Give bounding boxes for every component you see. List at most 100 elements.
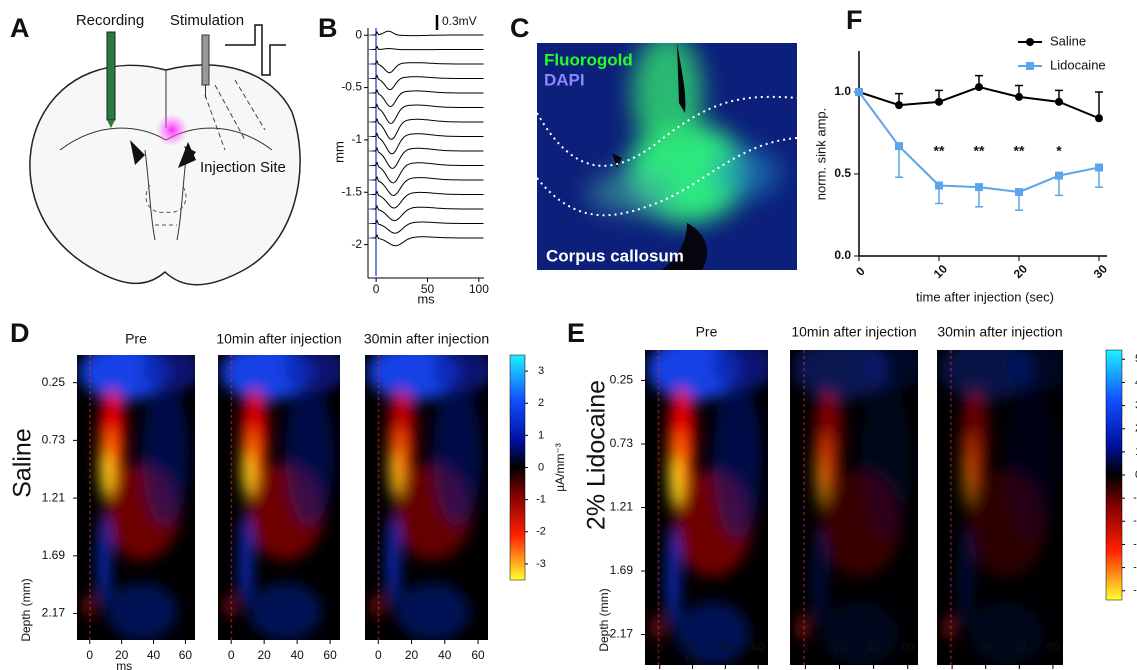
x-tick-label: 20 xyxy=(115,648,129,662)
x-tick-label: 50 xyxy=(421,282,435,296)
colorbar-tick-label: -2 xyxy=(536,526,546,538)
recording-electrode xyxy=(106,31,116,121)
lfp-trace xyxy=(371,161,484,184)
lfp-trace xyxy=(371,132,484,155)
csd-blob xyxy=(85,594,92,618)
x-tick-label: 40 xyxy=(867,640,881,654)
y-axis-label: mm xyxy=(331,141,346,163)
colorbar xyxy=(1105,349,1123,601)
colorbar-tick-label: -4 xyxy=(1133,561,1137,573)
heatmap xyxy=(645,350,768,665)
colorbar-tick-label: -3 xyxy=(1133,538,1137,550)
legend-marker xyxy=(1026,62,1034,70)
y-tick-label: 0.0 xyxy=(834,248,851,262)
csd-blob xyxy=(141,383,190,526)
colorbar-tick-label: 0 xyxy=(538,461,544,473)
panel-a: A Recording Stimulation Injection Site xyxy=(10,12,301,286)
electrode-tip xyxy=(107,120,115,128)
colorbar-tick-label: 2 xyxy=(538,397,544,409)
colorbar-tick-label: 3 xyxy=(1135,399,1137,411)
csd-blob xyxy=(1006,381,1057,539)
csd-blob xyxy=(239,514,253,606)
stain-label: DAPI xyxy=(544,70,585,89)
heatmap xyxy=(937,350,1063,665)
data-point xyxy=(1055,97,1063,106)
legend-label: Saline xyxy=(1050,33,1086,48)
panel-label: D xyxy=(10,318,30,348)
csd-blob xyxy=(227,594,234,618)
legend-label: Lidocaine xyxy=(1050,57,1106,72)
colorbar-tick-label: -1 xyxy=(1133,492,1137,504)
data-point xyxy=(975,83,983,92)
region-label: Corpus callosum xyxy=(546,246,684,265)
label-stimulation: Stimulation xyxy=(170,12,244,29)
heatmap-blobs xyxy=(939,350,1063,665)
y-tick-label: 0 xyxy=(355,27,362,41)
csd-blob xyxy=(100,451,113,498)
dark-region xyxy=(612,43,707,270)
colorbar-tick-label: 2 xyxy=(1135,423,1137,435)
lfp-trace xyxy=(371,233,484,247)
x-axis-label: ms xyxy=(417,291,435,306)
significance: ** xyxy=(974,143,985,159)
x-tick-label: 10 xyxy=(931,262,951,282)
colorbar-tick-label: -3 xyxy=(536,558,546,570)
lfp-trace xyxy=(371,175,484,197)
csd-blob xyxy=(669,457,682,508)
heatmap xyxy=(365,355,488,640)
lfp-trace xyxy=(371,30,484,37)
x-tick-label: 0 xyxy=(802,640,809,654)
heatmap xyxy=(218,355,340,640)
panel-label: A xyxy=(10,13,30,43)
significance: ** xyxy=(934,143,945,159)
heatmap-blobs xyxy=(220,355,340,640)
csd-blob xyxy=(1006,350,1063,391)
y-tick-label: 2.17 xyxy=(610,627,634,641)
csd-blob xyxy=(799,614,806,640)
lfp-trace xyxy=(371,59,484,74)
csd-blob xyxy=(946,614,953,640)
x-tick-label: 60 xyxy=(751,640,765,654)
lfp-trace xyxy=(371,117,484,140)
label-injection: Injection Site xyxy=(200,159,286,176)
brain-contour xyxy=(204,79,266,151)
x-tick-label: 20 xyxy=(979,640,993,654)
significance: ** xyxy=(1014,143,1025,159)
x-tick-label: 0 xyxy=(228,648,235,662)
y-tick-label: 1.0 xyxy=(834,84,851,98)
colorbar-tick-label: 1 xyxy=(1135,446,1137,458)
data-point xyxy=(975,183,983,192)
heatmap-title: 30min after injection xyxy=(937,324,1062,340)
lfp-trace xyxy=(371,88,484,108)
data-point xyxy=(1095,114,1103,123)
x-tick-label: 60 xyxy=(179,648,193,662)
x-tick-label: 0 xyxy=(853,264,868,279)
x-tick-label: 60 xyxy=(323,648,337,662)
colorbar-tick-label: 4 xyxy=(1135,376,1137,388)
x-tick-label: 0 xyxy=(86,648,93,662)
fluorescence xyxy=(587,43,782,223)
x-tick-label: 60 xyxy=(471,648,485,662)
y-tick-label: -1 xyxy=(351,132,362,146)
lfp-trace xyxy=(371,146,484,169)
csd-blob xyxy=(667,526,680,628)
panel-label: F xyxy=(846,5,863,35)
x-tick-label: 20 xyxy=(686,640,700,654)
colorbar-tick-label: 1 xyxy=(538,429,544,441)
y-axis-label: norm. sink amp. xyxy=(813,108,828,200)
colorbar-tick-label: 5 xyxy=(1135,353,1137,365)
heatmap-title: 10min after injection xyxy=(791,324,916,340)
y-tick-label: 1.21 xyxy=(42,490,66,504)
y-axis-label: Depth (mm) xyxy=(597,588,611,651)
csd-blob xyxy=(432,355,488,393)
colorbar-tick-label: 0 xyxy=(1135,469,1137,481)
csd-blob xyxy=(285,383,334,526)
y-tick-label: 2.17 xyxy=(42,606,66,620)
panel-label: C xyxy=(510,13,530,43)
csd-blob xyxy=(395,583,470,640)
colorbar-label: µA/mm⁻³ xyxy=(553,443,567,492)
x-tick-label: 0 xyxy=(373,282,380,296)
